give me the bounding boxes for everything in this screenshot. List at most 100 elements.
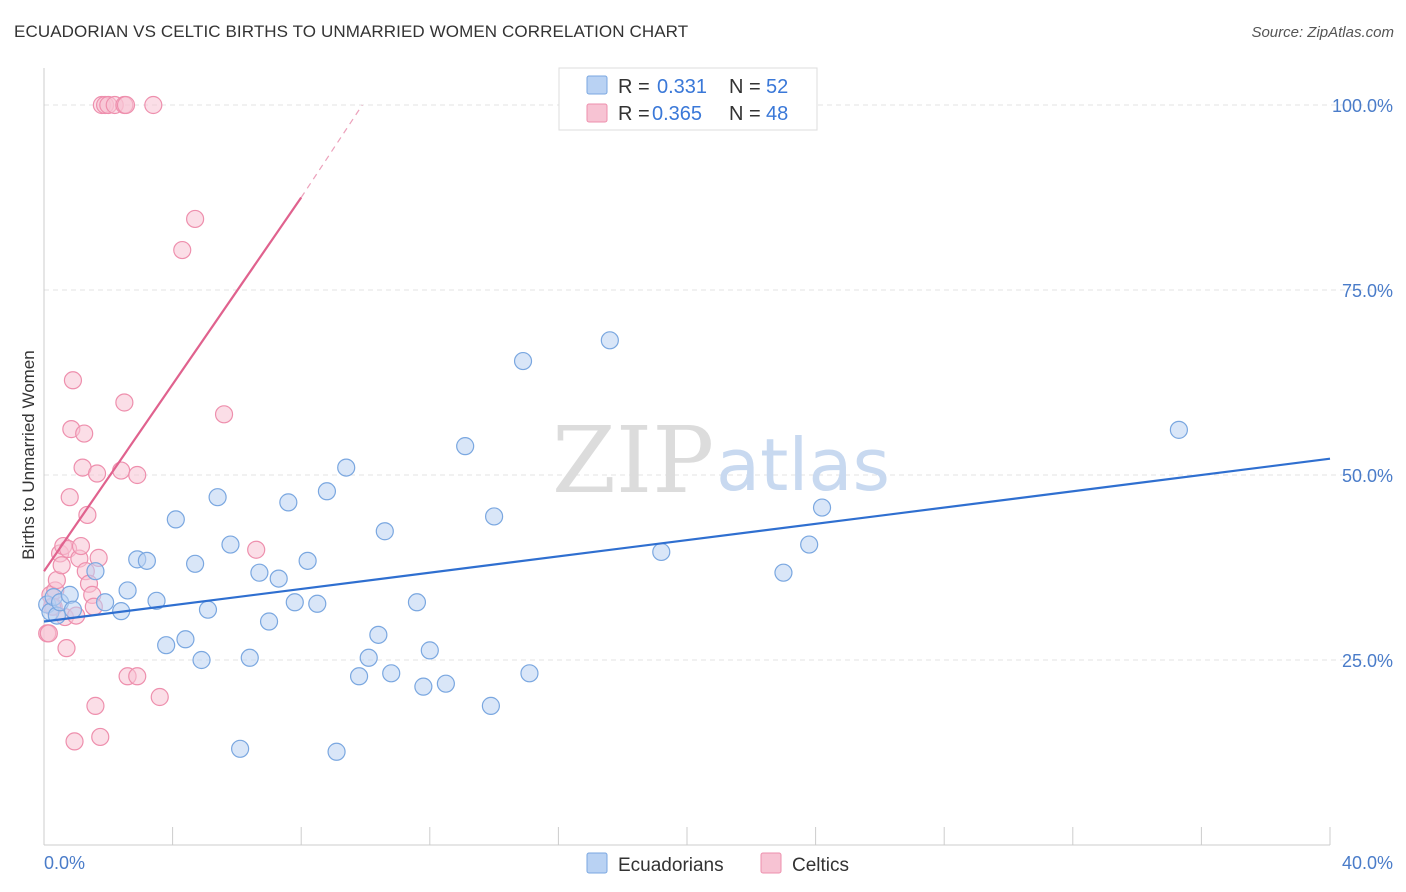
legend-r-label-1: R =: [618, 76, 650, 98]
source-label: Source: ZipAtlas.com: [1251, 24, 1394, 41]
legend-r-value-2: 0.365: [652, 103, 702, 125]
ecuadorian-point-7: [86, 562, 105, 581]
x-tick-label-1: 40.0%: [1342, 853, 1393, 873]
ecuadorian-point-16: [176, 630, 195, 649]
celtic-point-42: [150, 687, 169, 707]
ecuadorian-trend-line: [43, 457, 1331, 623]
legend-n-label-2: N =: [729, 103, 761, 125]
x-tick-labels: 0.0% 40.0%: [44, 853, 1393, 873]
ecuadorian-point-14: [157, 636, 176, 655]
ecuadorian-point-21: [221, 535, 240, 554]
ecuadorian-point-22: [231, 739, 250, 758]
celtic-point-44: [186, 209, 205, 229]
watermark-atlas: atlas: [716, 423, 890, 507]
y-tick-label-3: 100.0%: [1332, 96, 1393, 116]
grid-lines: [44, 104, 1393, 661]
ecuadorian-point-29: [298, 551, 317, 570]
ecuadorian-point-27: [279, 493, 298, 512]
celtic-point-34: [112, 461, 131, 480]
ecuadorian-point-8: [95, 593, 115, 612]
bottom-legend-label-ecuadorians: Ecuadorians: [618, 855, 724, 876]
ecuadorian-point-32: [327, 742, 346, 761]
ecuadorian-point-48: [600, 331, 619, 350]
ecuadorian-points: [38, 331, 1188, 761]
y-tick-label-2: 75.0%: [1342, 281, 1393, 301]
ecuadorian-point-41: [420, 641, 439, 660]
celtic-point-43: [173, 240, 192, 260]
celtic-point-36: [115, 393, 134, 412]
bottom-legend-swatch-ecuadorians: [586, 852, 608, 874]
ecuadorian-point-50: [774, 563, 793, 582]
ecuadorian-point-51: [800, 535, 819, 554]
series-legend: Ecuadorians Celtics: [586, 852, 849, 876]
legend-n-label-1: N =: [729, 76, 761, 98]
legend-swatch-pink: [586, 103, 608, 123]
ecuadorian-point-37: [375, 522, 394, 541]
ecuadorian-point-39: [407, 593, 427, 612]
celtic-point-26: [86, 696, 105, 715]
trend-lines: [43, 104, 1331, 623]
ecuadorian-point-24: [250, 563, 269, 582]
legend-n-value-1: 52: [766, 76, 788, 98]
ecuadorian-point-20: [208, 488, 227, 507]
ecuadorian-point-35: [359, 648, 378, 667]
ecuadorian-point-34: [349, 667, 369, 686]
celtic-point-41: [144, 95, 163, 115]
celtic-point-15: [65, 732, 84, 751]
bottom-legend-label-celtics: Celtics: [792, 855, 849, 876]
celtic-point-39: [128, 667, 147, 686]
ecuadorian-point-53: [1169, 420, 1188, 439]
ecuadorian-point-6: [63, 600, 83, 619]
ecuadorian-point-46: [513, 351, 533, 371]
ecuadorian-point-40: [414, 677, 433, 696]
celtic-point-7: [52, 556, 71, 575]
ecuadorian-point-12: [137, 551, 156, 570]
ecuadorian-point-25: [259, 612, 279, 631]
celtic-trend-line: [43, 196, 303, 572]
x-tick-label-0: 0.0%: [44, 853, 85, 873]
legend-r-label-2: R =: [618, 103, 650, 125]
ecuadorian-point-38: [382, 664, 401, 683]
celtic-point-37: [116, 95, 136, 115]
legend-swatch-blue: [586, 75, 608, 95]
y-tick-label-0: 25.0%: [1342, 651, 1393, 671]
watermark-zip: ZIP: [552, 407, 714, 514]
ecuadorian-point-28: [285, 593, 304, 612]
ecuadorian-point-19: [198, 600, 218, 619]
celtic-point-46: [247, 540, 266, 559]
celtic-point-14: [63, 371, 83, 390]
ecuadorian-point-5: [60, 585, 79, 604]
celtic-point-1: [39, 624, 58, 643]
y-tick-label-1: 50.0%: [1342, 466, 1393, 486]
ecuadorian-point-45: [485, 507, 504, 526]
ecuadorian-point-10: [118, 581, 137, 600]
legend-n-value-2: 48: [766, 103, 788, 125]
bottom-legend-swatch-celtics: [760, 852, 782, 874]
ecuadorian-point-30: [308, 594, 327, 613]
axes: [43, 68, 1331, 846]
celtic-point-12: [60, 488, 79, 507]
ecuadorian-point-52: [812, 498, 832, 517]
ecuadorian-point-33: [337, 458, 356, 477]
legend-r-value-1: 0.331: [657, 76, 707, 98]
ecuadorian-point-26: [269, 569, 288, 588]
ecuadorian-point-49: [652, 542, 671, 562]
watermark: ZIP atlas: [552, 407, 890, 514]
celtic-point-18: [71, 536, 91, 556]
ecuadorian-point-13: [147, 591, 166, 610]
ecuadorian-point-15: [166, 510, 185, 529]
ecuadorian-point-23: [240, 648, 259, 667]
ecuadorian-point-36: [369, 625, 388, 644]
celtic-point-20: [75, 424, 94, 443]
ecuadorian-point-47: [520, 664, 539, 683]
ecuadorian-point-31: [317, 482, 337, 501]
celtic-point-27: [87, 464, 107, 483]
celtic-trend-extension: [300, 104, 363, 198]
ecuadorian-point-18: [192, 650, 211, 670]
y-tick-labels: 25.0% 50.0% 75.0% 100.0%: [1332, 96, 1393, 671]
chart-title: ECUADORIAN VS CELTIC BIRTHS TO UNMARRIED…: [14, 22, 689, 41]
y-axis-label: Births to Unmarried Women: [19, 350, 38, 559]
celtic-point-29: [91, 727, 110, 747]
ecuadorian-point-43: [456, 437, 475, 456]
